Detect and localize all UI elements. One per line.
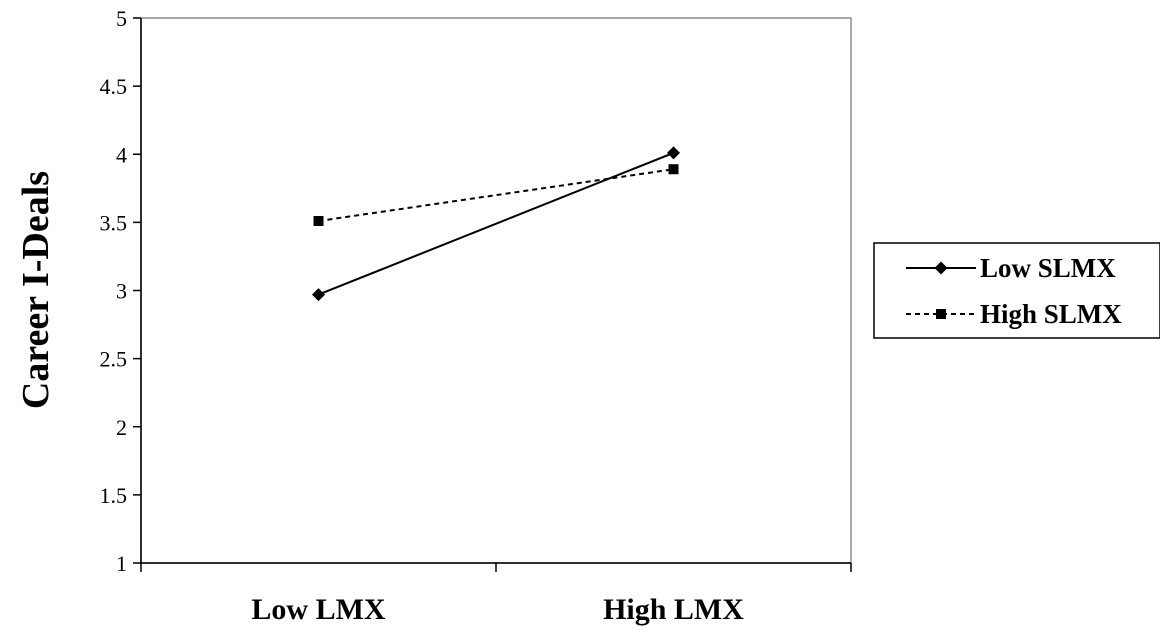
x-axis-ticks: Low LMX High LMX [140, 563, 852, 626]
y-tick-label: 5 [116, 6, 127, 31]
legend-marker [936, 309, 946, 319]
plot-frame [140, 17, 852, 564]
legend: Low SLMX High SLMX [873, 242, 1160, 339]
series-layer [312, 146, 680, 302]
y-tick-label: 1 [116, 551, 127, 576]
y-tick-label: 3 [116, 279, 127, 304]
legend-label: Low SLMX [980, 253, 1116, 283]
legend-item: Low SLMX [906, 253, 1116, 283]
y-tick-label: 2 [116, 415, 127, 440]
series-line [318, 168, 674, 223]
data-point [313, 216, 324, 227]
x-category-label: Low LMX [251, 593, 386, 626]
y-tick-label: 1.5 [100, 483, 128, 508]
data-point [668, 164, 679, 175]
legend-box [873, 242, 1160, 339]
y-tick-label: 2.5 [100, 347, 128, 372]
series-0 [312, 146, 680, 302]
legend-label: High SLMX [980, 299, 1122, 329]
series-line [318, 151, 674, 296]
legend-marker [934, 261, 948, 275]
x-category-label: High LMX [603, 593, 744, 626]
y-tick-label: 4 [116, 142, 127, 167]
y-axis-title: Career I-Deals [15, 171, 57, 409]
y-tick-label: 4.5 [100, 74, 128, 99]
data-point [667, 146, 680, 160]
y-axis-ticks: 1 1.5 2 2.5 3 3.5 4 4.5 5 [100, 6, 141, 576]
y-tick-label: 3.5 [100, 210, 128, 235]
data-point [312, 288, 325, 302]
legend-item: High SLMX [906, 299, 1122, 329]
series-1 [313, 164, 679, 227]
plot-area [140, 17, 852, 564]
